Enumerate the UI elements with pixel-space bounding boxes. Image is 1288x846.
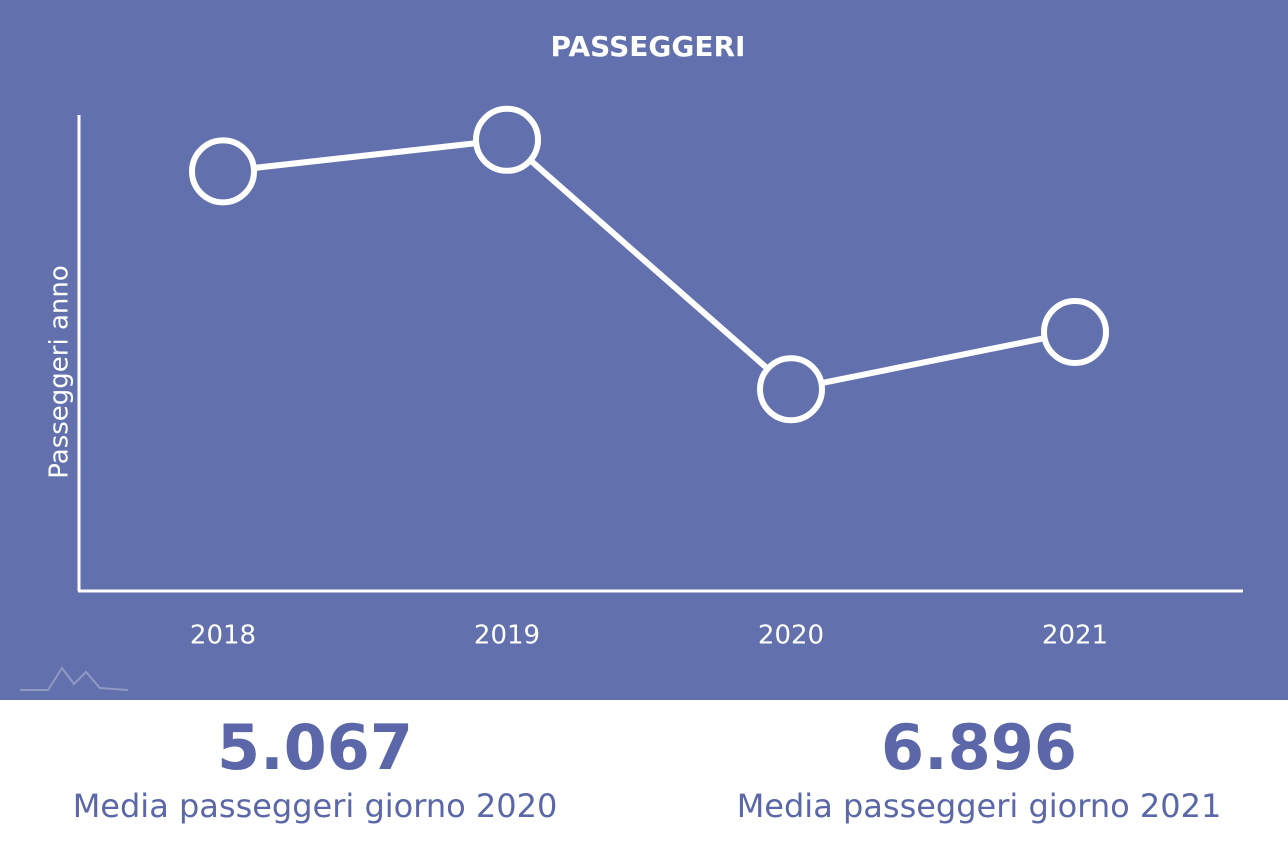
stat-value: 6.896 <box>881 711 1077 784</box>
x-tick-label: 2020 <box>758 621 824 651</box>
x-tick-label: 2021 <box>1042 621 1108 651</box>
stat-label: Media passeggeri giorno 2020 <box>73 787 558 825</box>
line <box>222 136 1076 393</box>
x-tick-label: 2018 <box>190 621 256 651</box>
point <box>757 355 825 424</box>
stat-value: 5.067 <box>217 711 413 784</box>
point <box>1041 297 1109 366</box>
chart-title: PASSEGGERI <box>551 30 746 63</box>
point <box>473 105 541 174</box>
logo <box>20 666 129 691</box>
point <box>189 137 257 206</box>
stat-label: Media passeggeri giorno 2021 <box>737 787 1222 825</box>
x-tick-label: 2019 <box>474 621 540 651</box>
y-axis-label: Passeggeri anno <box>45 265 75 479</box>
